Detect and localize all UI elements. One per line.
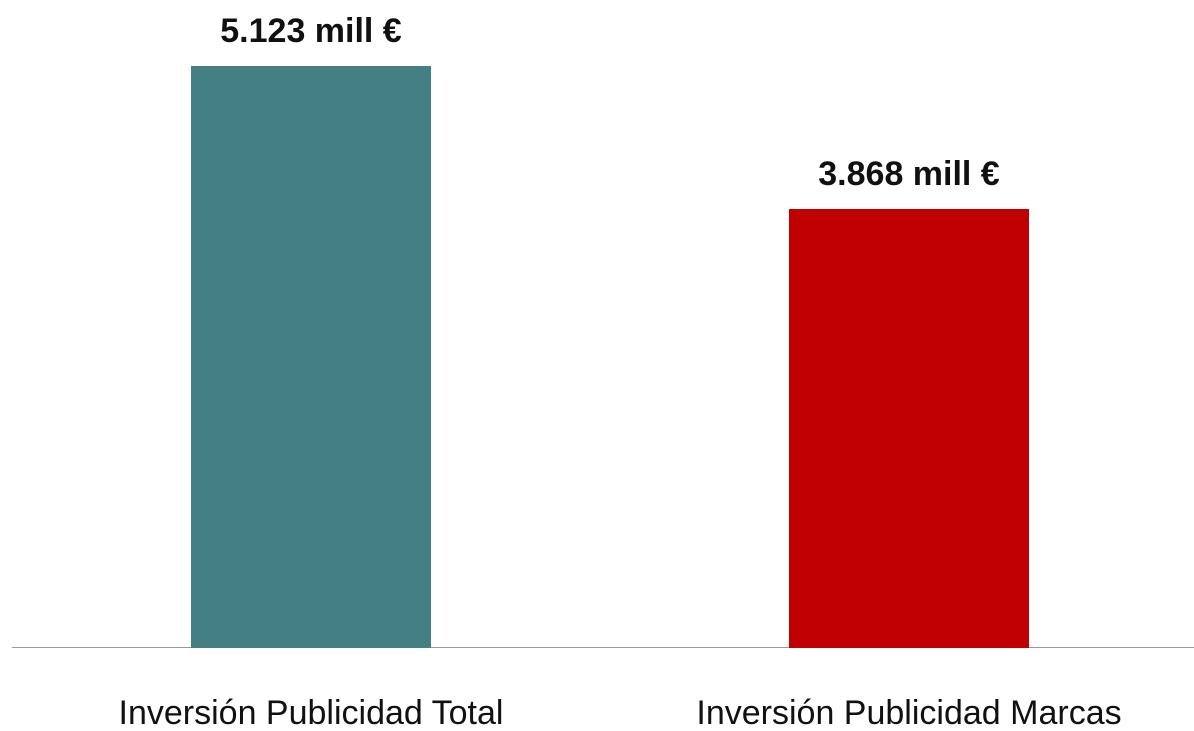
bar bbox=[191, 66, 431, 648]
x-axis-line bbox=[12, 647, 1194, 648]
bar bbox=[789, 208, 1029, 648]
x-tick-label: Inversión Publicidad Total bbox=[118, 694, 504, 731]
value-label: 3.868 mill € bbox=[818, 154, 1000, 193]
value-label: 5.123 mill € bbox=[220, 12, 402, 50]
x-tick-label: Inversión Publicidad Marcas bbox=[696, 694, 1122, 731]
